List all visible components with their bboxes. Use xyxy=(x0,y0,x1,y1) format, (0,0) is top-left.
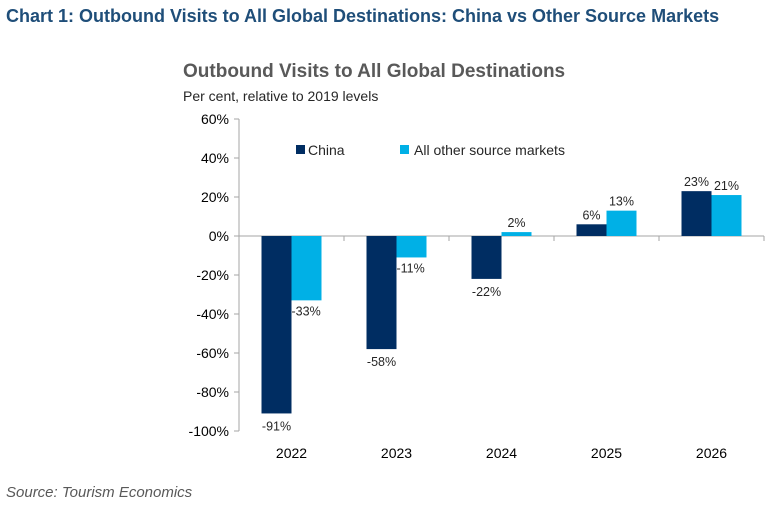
data-label: -22% xyxy=(472,285,501,299)
bar-china-2023 xyxy=(366,236,397,350)
legend-label-china: China xyxy=(308,142,345,158)
bar-china-2024 xyxy=(471,236,502,279)
y-tick-label: 60% xyxy=(201,111,229,127)
chart-header-title: Chart 1: Outbound Visits to All Global D… xyxy=(6,6,720,26)
y-tick-label: -40% xyxy=(196,306,229,322)
bar-other-markets-2025 xyxy=(606,210,637,236)
data-label: -11% xyxy=(397,261,425,275)
x-tick-label: 2024 xyxy=(486,445,517,461)
legend-swatch-china xyxy=(296,145,305,154)
legend-swatch-other-markets xyxy=(400,145,409,154)
bar-other-markets-2024 xyxy=(501,232,532,236)
x-tick-label: 2022 xyxy=(276,445,307,461)
y-tick-label: -80% xyxy=(196,384,229,400)
chart-subtitle: Per cent, relative to 2019 levels xyxy=(183,88,379,104)
y-tick-label: 20% xyxy=(201,189,229,205)
data-label: 2% xyxy=(507,216,525,230)
bar-other-markets-2026 xyxy=(711,195,742,236)
y-tick-label: 40% xyxy=(201,150,229,166)
source-note: Source: Tourism Economics xyxy=(6,484,193,501)
data-label: -58% xyxy=(367,355,396,369)
x-tick-label: 2023 xyxy=(381,445,412,461)
bar-china-2025 xyxy=(576,224,607,236)
y-tick-label: -20% xyxy=(196,267,229,283)
data-label: -91% xyxy=(262,419,291,433)
data-label: 21% xyxy=(714,179,739,193)
x-tick-label: 2025 xyxy=(591,445,622,461)
legend-label-other-markets: All other source markets xyxy=(414,142,565,158)
y-tick-label: 0% xyxy=(209,228,229,244)
data-label: 23% xyxy=(684,175,709,189)
bar-other-markets-2022 xyxy=(291,236,322,301)
chart-title: Outbound Visits to All Global Destinatio… xyxy=(183,61,566,82)
y-tick-label: -60% xyxy=(196,345,229,361)
bar-china-2026 xyxy=(681,191,712,236)
bar-other-markets-2023 xyxy=(396,236,427,258)
bar-china-2022 xyxy=(261,236,292,414)
data-label: 13% xyxy=(609,195,634,209)
x-tick-label: 2026 xyxy=(696,445,727,461)
data-label: 6% xyxy=(582,208,600,222)
data-label: -33% xyxy=(292,304,321,318)
y-tick-label: -100% xyxy=(189,423,229,439)
